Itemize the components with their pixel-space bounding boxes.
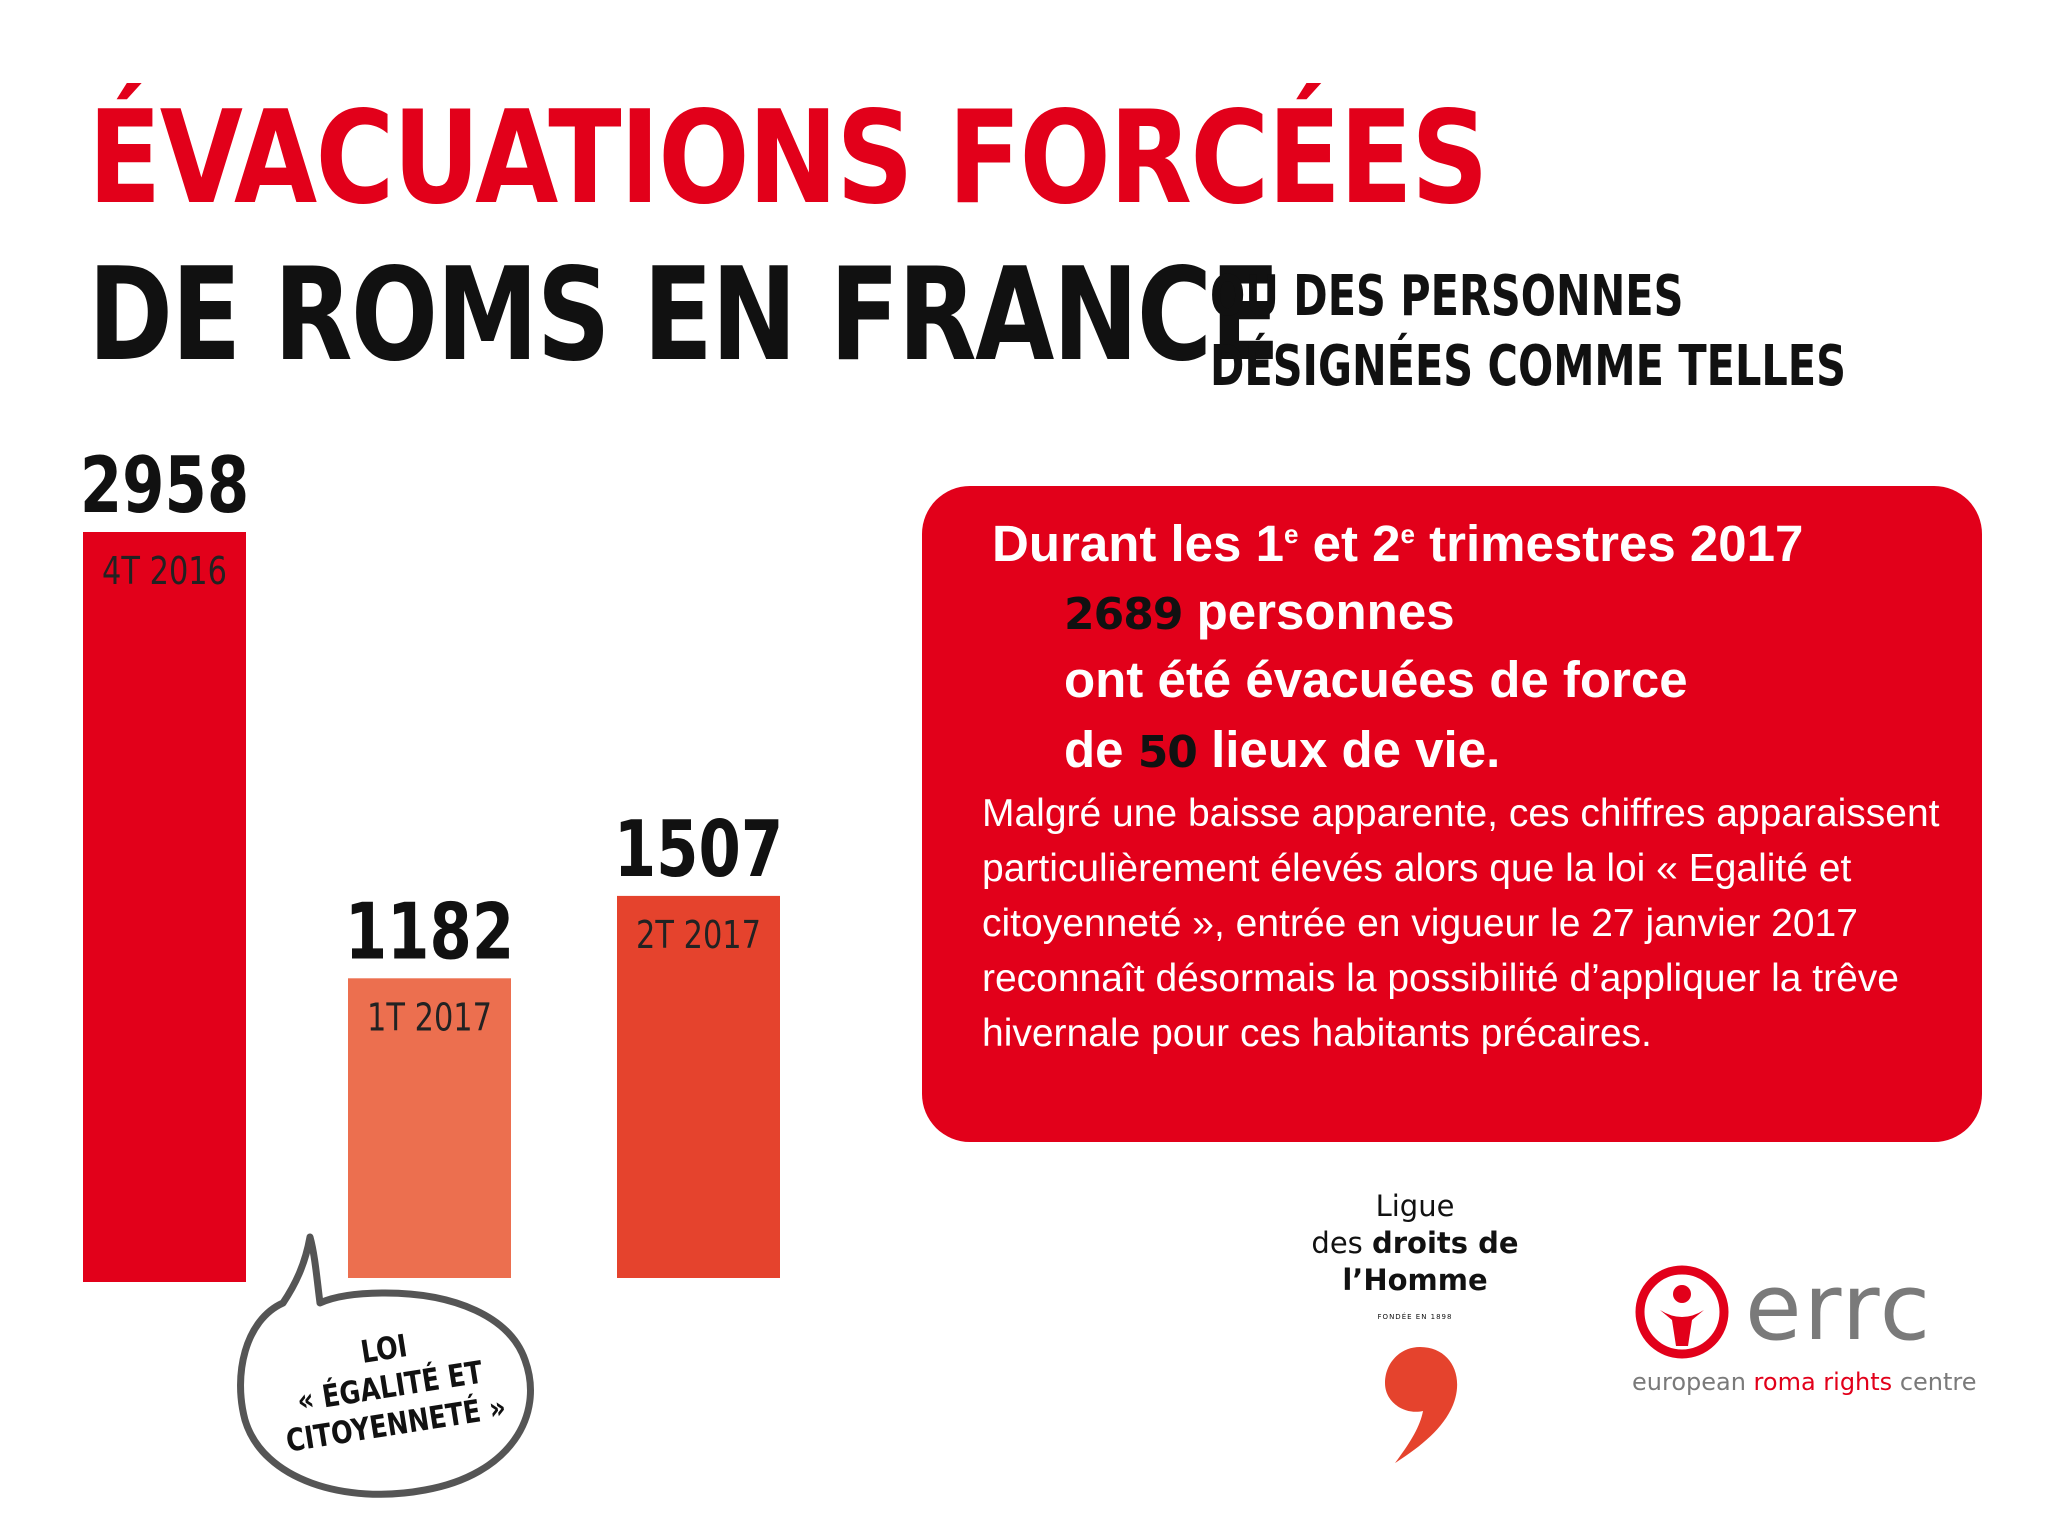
bar-category-label: 1T 2017 <box>367 996 492 1040</box>
places-count: 50 <box>1137 727 1198 778</box>
subtitle-line-2: DÉSIGNÉES COMME TELLES <box>1210 334 1846 399</box>
bar-4t-2016 <box>83 532 246 1282</box>
bar-chart: 2958 4T 2016 1182 1T 2017 1507 2T 2017 <box>80 441 783 1282</box>
comma-mark-icon <box>1385 1347 1458 1463</box>
bar-category-label: 2T 2017 <box>636 914 761 958</box>
person-circle-icon <box>1635 1265 1729 1359</box>
info-box: Durant les 1e et 2e trimestres 2017 2689… <box>922 486 1982 1142</box>
bar-value-label: 2958 <box>80 441 249 531</box>
bar-2t-2017 <box>617 895 780 1278</box>
info-body: Malgré une baisse apparente, ces chiffre… <box>982 792 1940 1055</box>
bar-category-label: 4T 2016 <box>102 550 227 594</box>
title-line-2: DE ROMS EN FRANCE <box>88 241 1280 390</box>
bar-1t-2017 <box>348 978 511 1278</box>
ldh-logo: Ligue des droits de l’Homme FONDÉE EN 18… <box>1311 1189 1519 1321</box>
subtitle: OU DES PERSONNES DÉSIGNÉES COMME TELLES <box>1210 262 1846 402</box>
info-title: Durant les 1e et 2e trimestres 2017 <box>992 515 1804 572</box>
bar-value-label: 1182 <box>345 887 514 977</box>
errc-tagline: european roma rights centre <box>1632 1368 1977 1396</box>
errc-wordmark: errc <box>1745 1254 1933 1361</box>
speech-bubble <box>237 1233 534 1498</box>
subtitle-line-1: OU DES PERSONNES <box>1210 264 1684 329</box>
info-people-line: 2689 personnes <box>1064 583 1455 640</box>
bar-value-label: 1507 <box>614 805 783 895</box>
info-evacuated-line: ont été évacuées de force <box>1064 651 1688 708</box>
info-places-line: de 50 lieux de vie. <box>1064 721 1501 778</box>
people-count: 2689 <box>1064 589 1183 640</box>
title-line-1: ÉVACUATIONS FORCÉES <box>88 84 1489 233</box>
